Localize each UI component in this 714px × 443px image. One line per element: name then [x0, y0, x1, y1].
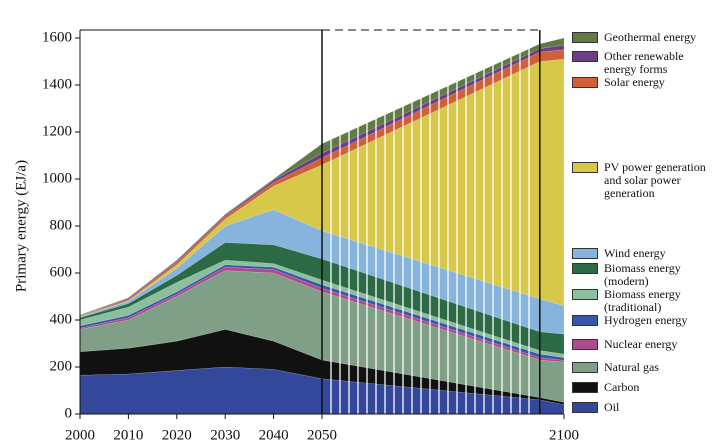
x-tick-label: 2010	[113, 427, 143, 443]
y-tick-label: 1600	[42, 29, 72, 45]
legend-item: Hydrogen energy	[572, 314, 714, 327]
legend-label: Hydrogen energy	[604, 313, 688, 327]
legend-label: Biomass energy (modern)	[604, 261, 681, 288]
legend-label: Carbon	[604, 380, 640, 394]
legend-swatch	[572, 77, 598, 88]
legend-label: Nuclear energy	[604, 337, 678, 351]
y-tick-label: 1200	[42, 123, 72, 139]
x-tick-label: 2040	[259, 427, 289, 443]
legend-item: Oil	[572, 401, 714, 414]
legend-swatch	[572, 339, 598, 350]
y-axis-label: Primary energy (EJ/a)	[13, 160, 29, 292]
area	[79, 37, 565, 316]
legend-label: Other renewable energy forms	[604, 49, 684, 76]
legend-swatch	[572, 382, 598, 393]
legend-label: Biomass energy (traditional)	[604, 287, 681, 314]
legend-item: Carbon	[572, 381, 714, 394]
legend-swatch	[572, 289, 598, 300]
x-tick-label: 2100	[549, 427, 579, 443]
legend-label: Natural gas	[604, 360, 659, 374]
legend-label: Solar energy	[604, 75, 665, 89]
legend-item: Biomass energy (traditional)	[572, 288, 714, 314]
y-tick-label: 400	[50, 311, 73, 327]
legend-label: Oil	[604, 400, 620, 414]
legend-item: Solar energy	[572, 76, 714, 89]
legend-swatch	[572, 362, 598, 373]
legend-swatch	[572, 162, 598, 173]
legend-swatch	[572, 32, 598, 43]
legend-label: Geothermal energy	[604, 30, 697, 44]
y-tick-label: 0	[65, 405, 73, 421]
y-tick-label: 800	[50, 217, 73, 233]
legend-swatch	[572, 315, 598, 326]
legend-swatch	[572, 248, 598, 259]
legend-label: PV power generation and solar power gene…	[604, 160, 706, 200]
legend-label: Wind energy	[604, 246, 666, 260]
legend-swatch	[572, 51, 598, 62]
x-tick-label: 2000	[65, 427, 95, 443]
legend-item: PV power generation and solar power gene…	[572, 161, 714, 200]
legend-swatch	[572, 402, 598, 413]
legend-item: Natural gas	[572, 361, 714, 374]
y-tick-label: 1400	[42, 76, 72, 92]
y-tick-label: 1000	[42, 170, 72, 186]
y-tick-label: 200	[50, 358, 73, 374]
legend-item: Geothermal energy	[572, 31, 714, 44]
y-tick-label: 600	[50, 264, 73, 280]
legend-item: Nuclear energy	[572, 338, 714, 351]
legend-item: Other renewable energy forms	[572, 50, 714, 76]
area	[79, 242, 565, 355]
x-tick-label: 2030	[210, 427, 240, 443]
legend-item: Wind energy	[572, 247, 714, 260]
x-tick-label: 2020	[162, 427, 192, 443]
x-tick-label: 2050	[307, 427, 337, 443]
legend-item: Biomass energy (modern)	[572, 262, 714, 288]
legend-swatch	[572, 263, 598, 274]
